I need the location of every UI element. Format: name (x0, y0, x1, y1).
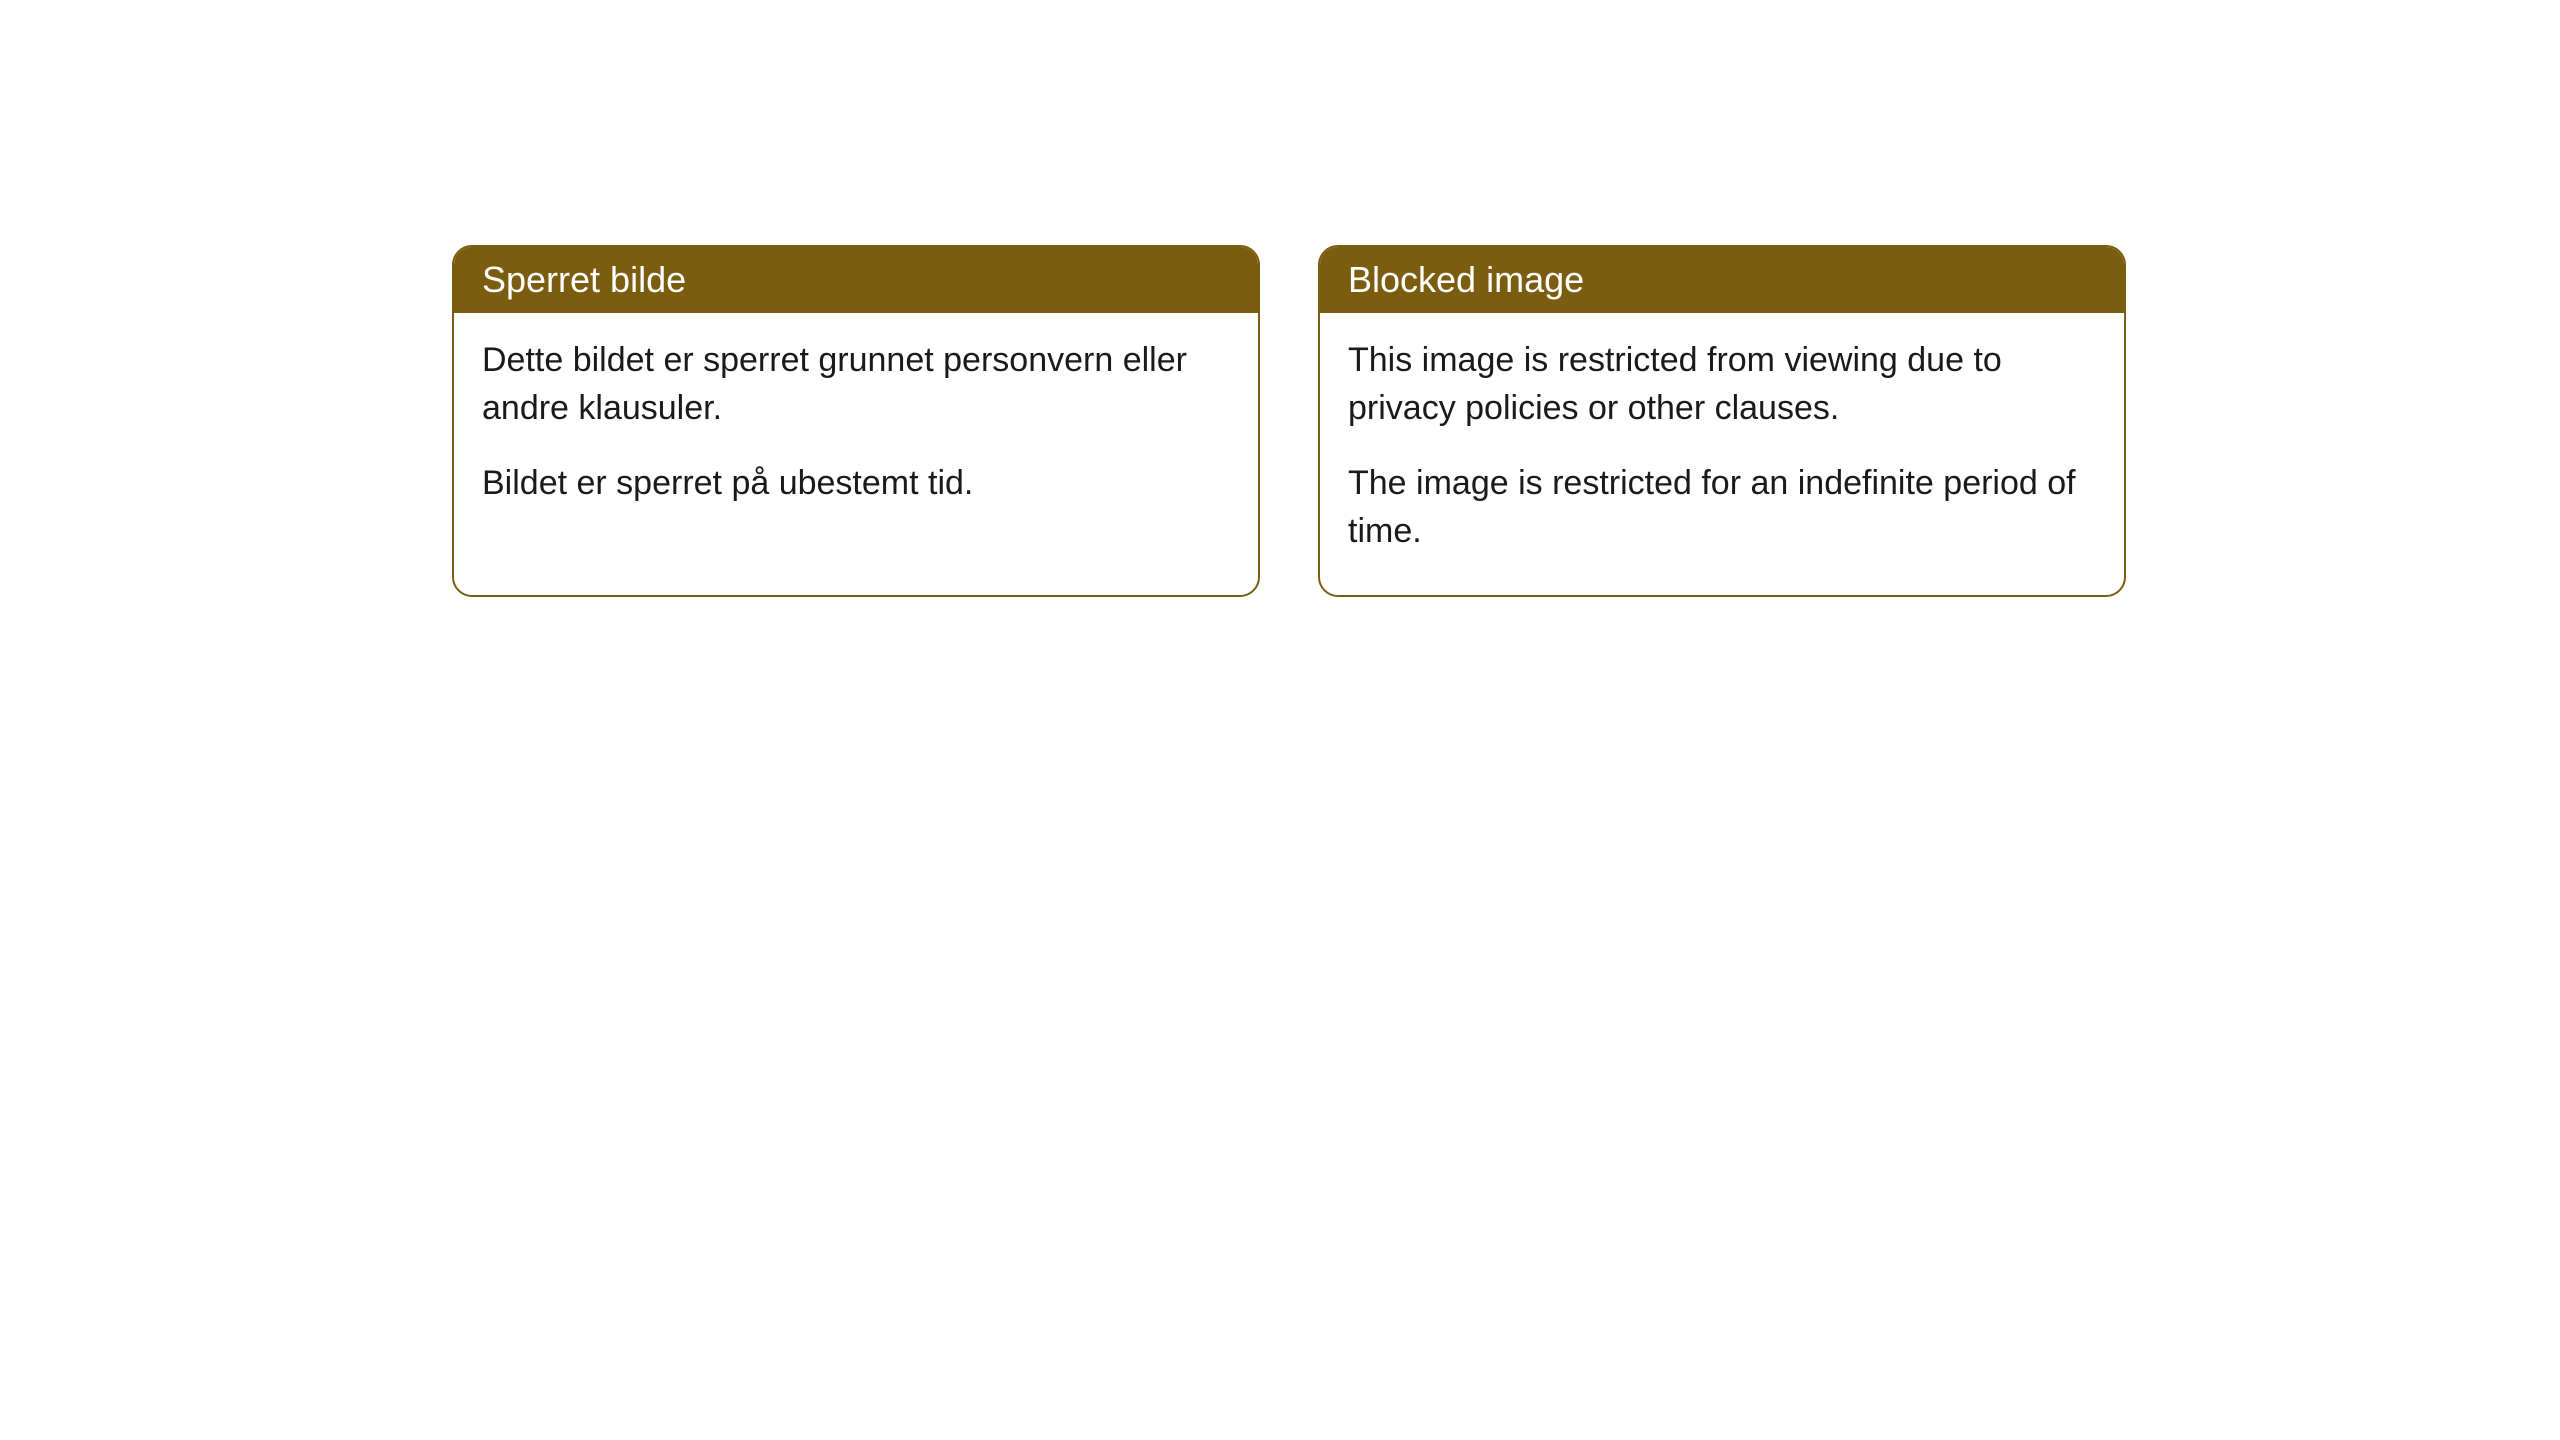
card-paragraph: This image is restricted from viewing du… (1348, 337, 2096, 432)
card-paragraph: Bildet er sperret på ubestemt tid. (482, 460, 1230, 508)
card-body-norwegian: Dette bildet er sperret grunnet personve… (454, 313, 1258, 548)
card-title: Sperret bilde (482, 259, 686, 300)
card-paragraph: Dette bildet er sperret grunnet personve… (482, 337, 1230, 432)
card-body-english: This image is restricted from viewing du… (1320, 313, 2124, 595)
card-header-norwegian: Sperret bilde (454, 247, 1258, 313)
blocked-image-card-english: Blocked image This image is restricted f… (1318, 245, 2126, 597)
card-header-english: Blocked image (1320, 247, 2124, 313)
card-title: Blocked image (1348, 259, 1584, 300)
card-paragraph: The image is restricted for an indefinit… (1348, 460, 2096, 555)
notice-cards-container: Sperret bilde Dette bildet er sperret gr… (452, 245, 2560, 597)
blocked-image-card-norwegian: Sperret bilde Dette bildet er sperret gr… (452, 245, 1260, 597)
